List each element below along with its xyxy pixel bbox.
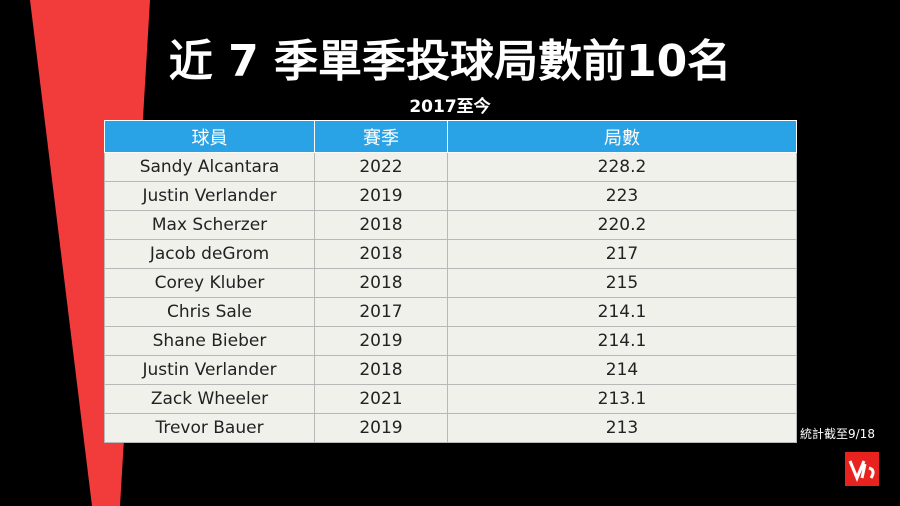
table-row: Zack Wheeler 2021 213.1 — [104, 384, 797, 414]
table-cell: 223 — [447, 181, 797, 211]
table-cell: 2019 — [314, 413, 448, 443]
table-cell: 215 — [447, 268, 797, 298]
column-header: 賽季 — [314, 120, 448, 153]
logo — [845, 452, 879, 486]
table-cell: 220.2 — [447, 210, 797, 240]
table-row: Chris Sale 2017 214.1 — [104, 297, 797, 327]
table-cell: 213 — [447, 413, 797, 443]
table-body: Sandy Alcantara 2022 228.2 Justin Verlander… — [104, 152, 797, 443]
table-cell: Corey Kluber — [104, 268, 315, 298]
column-header: 球員 — [104, 120, 315, 153]
subtitle: 2017至今 — [409, 97, 491, 117]
header-row: 球員 賽季 局數 — [104, 120, 797, 153]
table-cell: 214 — [447, 355, 797, 385]
table-row: Jacob deGrom 2018 217 — [104, 239, 797, 269]
table-cell: 2018 — [314, 268, 448, 298]
table-cell: 2018 — [314, 239, 448, 269]
table-cell: 2017 — [314, 297, 448, 327]
table-row: Trevor Bauer 2019 213 — [104, 413, 797, 443]
table-row: Justin Verlander 2019 223 — [104, 181, 797, 211]
table-cell: 214.1 — [447, 326, 797, 356]
table-cell: Shane Bieber — [104, 326, 315, 356]
column-header: 局數 — [447, 120, 797, 153]
ranking-table: 球員 賽季 局數 Sandy Alcantara 2022 228.2 Justin Ve… — [104, 120, 797, 443]
table-cell: 214.1 — [447, 297, 797, 327]
table-row: Shane Bieber 2019 214.1 — [104, 326, 797, 356]
table-cell: Justin Verlander — [104, 355, 315, 385]
table-cell: 2019 — [314, 181, 448, 211]
table-row: Max Scherzer 2018 220.2 — [104, 210, 797, 240]
table-cell: 2018 — [314, 210, 448, 240]
table-cell: 2018 — [314, 355, 448, 385]
table-cell: Trevor Bauer — [104, 413, 315, 443]
table-row: Sandy Alcantara 2022 228.2 — [104, 152, 797, 182]
table-cell: 2019 — [314, 326, 448, 356]
table-cell: Sandy Alcantara — [104, 152, 315, 182]
table-cell: 228.2 — [447, 152, 797, 182]
logo-mark — [848, 460, 875, 482]
table-cell: 2021 — [314, 384, 448, 414]
table-cell: Zack Wheeler — [104, 384, 315, 414]
title: 近 7 季單季投球局數前10名 — [168, 36, 732, 87]
table-row: Corey Kluber 2018 215 — [104, 268, 797, 298]
table-row: Justin Verlander 2018 214 — [104, 355, 797, 385]
table-cell: Chris Sale — [104, 297, 315, 327]
table-cell: Jacob deGrom — [104, 239, 315, 269]
table-cell: Justin Verlander — [104, 181, 315, 211]
table-cell: 2022 — [314, 152, 448, 182]
footnote: 統計截至9/18 — [800, 427, 875, 441]
table-cell: Max Scherzer — [104, 210, 315, 240]
table-cell: 217 — [447, 239, 797, 269]
table-cell: 213.1 — [447, 384, 797, 414]
